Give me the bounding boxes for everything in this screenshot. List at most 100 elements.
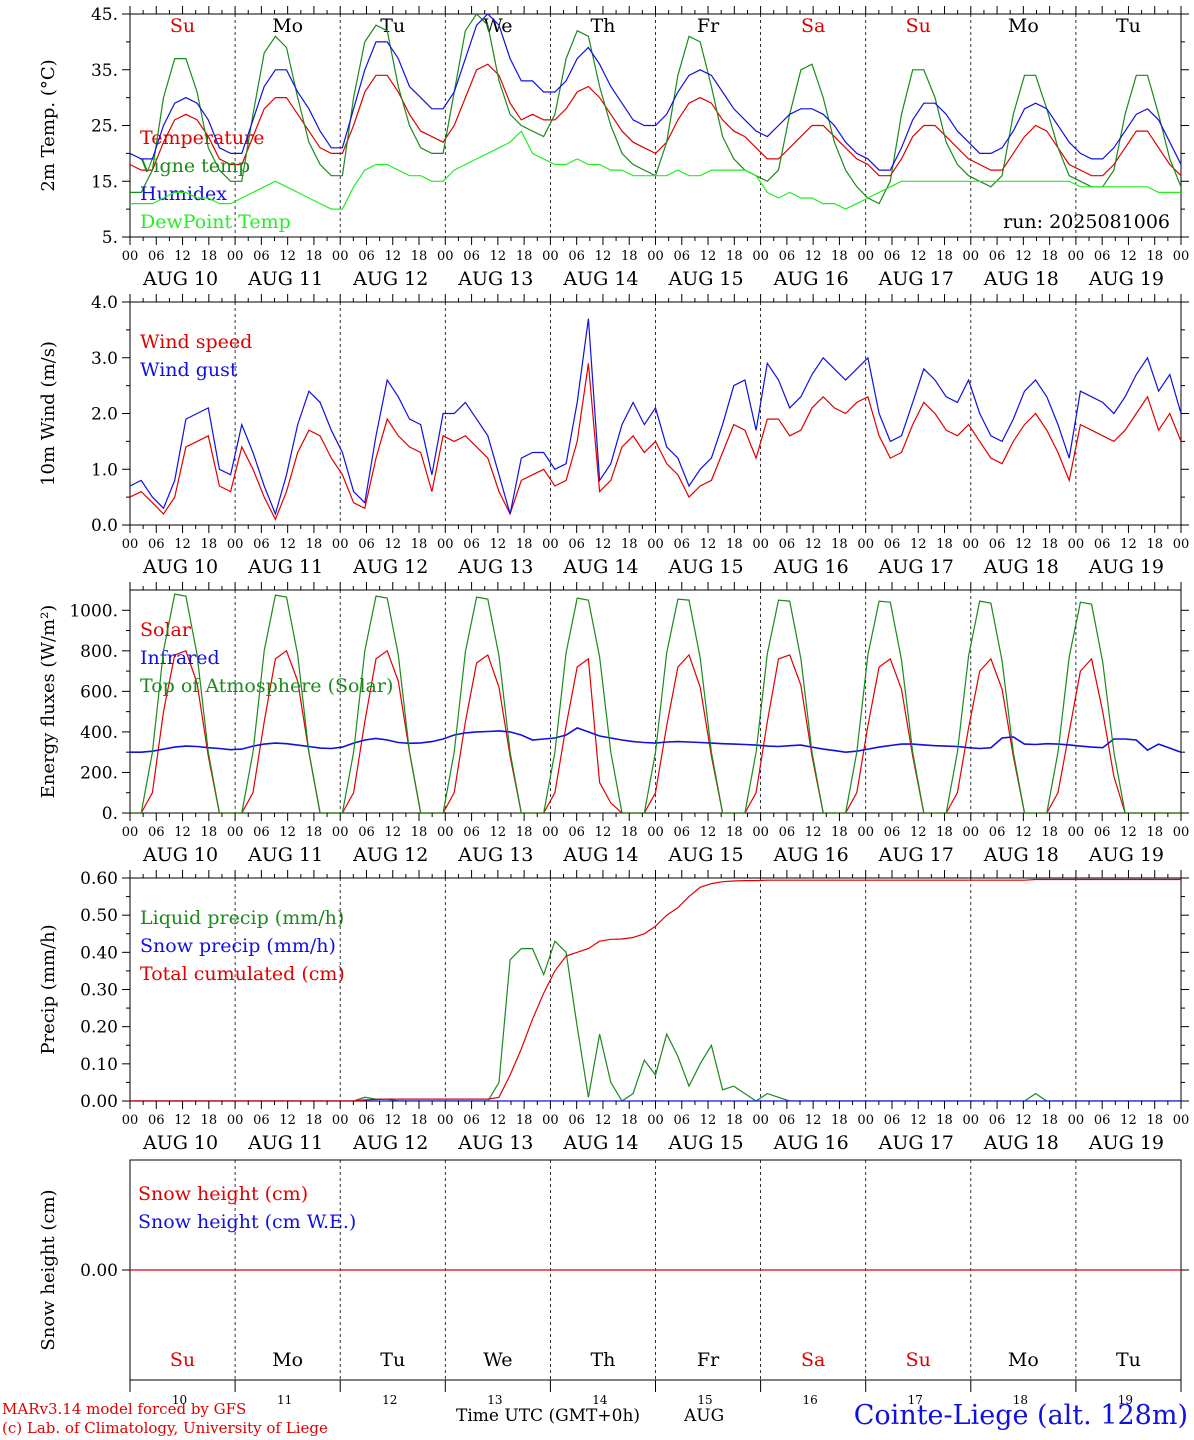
wind-hour-label: 06 <box>463 537 480 552</box>
wind-date-label: AUG 14 <box>562 556 638 578</box>
temperature-hour-label: 12 <box>1120 249 1137 264</box>
wind-date-label: AUG 17 <box>878 556 954 578</box>
energy-hour-label: 00 <box>542 825 559 840</box>
temperature-weekday-label: Tu <box>380 15 405 37</box>
precip-date-label: AUG 12 <box>352 1132 428 1154</box>
energy-panel: 0. 200. 400. 600. 800. 1000. Energy fluxes (W/… <box>38 582 1189 866</box>
energy-hour-label: 18 <box>306 825 323 840</box>
temperature-hour-label: 12 <box>700 249 717 264</box>
precip-hour-label: 12 <box>805 1113 822 1128</box>
energy-hour-label: 18 <box>201 825 218 840</box>
temperature-series-dewpoint-temp <box>130 130 1181 210</box>
wind-hour-label: 06 <box>989 537 1006 552</box>
precip-hour-label: 12 <box>700 1113 717 1128</box>
temperature-hour-label: 00 <box>963 249 980 264</box>
temperature-hour-label: 18 <box>516 249 533 264</box>
snow-weekday-label: Mo <box>272 1349 303 1371</box>
precip-hour-label: 18 <box>936 1113 953 1128</box>
wind-series-wind-gust <box>130 318 1181 516</box>
precip-panel: 0.00 0.10 0.20 0.30 0.40 0.50 0.60 Precip (mm/h… <box>38 869 1189 1154</box>
precip-legend-entry: Total cumulated (cm) <box>140 963 345 985</box>
energy-hour-label: 06 <box>674 825 691 840</box>
precip-hour-label: 00 <box>1068 1113 1085 1128</box>
temperature-hour-label: 18 <box>726 249 743 264</box>
precip-hour-label: 00 <box>437 1113 454 1128</box>
wind-ytick-label: 1.0 <box>91 460 118 480</box>
temperature-hour-label: 00 <box>227 249 244 264</box>
wind-date-label: AUG 10 <box>142 556 218 578</box>
temperature-hour-label: 00 <box>1068 249 1085 264</box>
wind-hour-label: 00 <box>437 537 454 552</box>
energy-ytick-label: 200. <box>80 763 118 783</box>
energy-legend-entry: Top of Atmosphere (Solar) <box>140 675 393 697</box>
precip-hour-label: 18 <box>621 1113 638 1128</box>
wind-legend-entry: Wind speed <box>140 331 252 353</box>
temperature-hour-label: 18 <box>1041 249 1058 264</box>
temperature-hour-label: 12 <box>384 249 401 264</box>
wind-hour-label: 00 <box>332 537 349 552</box>
temperature-hour-label: 00 <box>332 249 349 264</box>
wind-date-label: AUG 18 <box>983 556 1059 578</box>
temperature-hour-label: 12 <box>1015 249 1032 264</box>
wind-ytick-label: 0.0 <box>91 516 118 536</box>
snow-day-number: 18 <box>1013 1393 1028 1407</box>
temperature-hour-label: 00 <box>542 249 559 264</box>
precip-hour-label: 12 <box>384 1113 401 1128</box>
snow-day-number: 13 <box>487 1393 502 1407</box>
energy-legend-entry: Solar <box>140 619 192 641</box>
precip-ytick-label: 0.00 <box>80 1092 118 1112</box>
precip-hour-label: 12 <box>1015 1113 1032 1128</box>
energy-hour-label: 00 <box>857 825 874 840</box>
temperature-date-label: AUG 18 <box>983 268 1059 290</box>
energy-hour-label: 18 <box>1041 825 1058 840</box>
wind-hour-label: 00 <box>1173 537 1190 552</box>
energy-series-infrared <box>130 727 1181 754</box>
precip-hour-label: 00 <box>752 1113 769 1128</box>
precip-hour-label: 18 <box>411 1113 428 1128</box>
wind-hour-label: 18 <box>726 537 743 552</box>
precip-hour-label: 18 <box>831 1113 848 1128</box>
temperature-legend-entry: Vigne temp <box>139 155 250 177</box>
snow-weekday-label: Sa <box>801 1349 825 1371</box>
precip-date-label: AUG 10 <box>142 1132 218 1154</box>
snow-ytick-label: 0.00 <box>80 1261 118 1281</box>
precip-hour-label: 12 <box>595 1113 612 1128</box>
energy-ytick-label: 1000. <box>69 601 118 621</box>
temperature-panel: 5. 15. 25. 35. 45. 2m Temp. (°C) 00 06 12 18 AUG 1… <box>38 5 1189 290</box>
wind-hour-label: 12 <box>384 537 401 552</box>
temperature-hour-label: 18 <box>201 249 218 264</box>
snow-weekday-label: Mo <box>1008 1349 1039 1371</box>
energy-date-label: AUG 14 <box>562 844 638 866</box>
temperature-hour-label: 06 <box>568 249 585 264</box>
snow-legend-entry: Snow height (cm W.E.) <box>138 1211 356 1233</box>
energy-hour-label: 12 <box>1015 825 1032 840</box>
snow-day-number: 19 <box>1118 1393 1133 1407</box>
wind-hour-label: 00 <box>542 537 559 552</box>
energy-hour-label: 12 <box>700 825 717 840</box>
snow-legend-entry: Snow height (cm) <box>138 1183 308 1205</box>
temperature-date-label: AUG 19 <box>1088 268 1164 290</box>
temperature-ytick-label: 45. <box>91 5 118 25</box>
energy-hour-label: 06 <box>779 825 796 840</box>
wind-date-label: AUG 11 <box>247 556 323 578</box>
energy-date-label: AUG 15 <box>667 844 743 866</box>
precip-hour-label: 18 <box>1041 1113 1058 1128</box>
wind-hour-label: 00 <box>122 537 139 552</box>
wind-hour-label: 12 <box>279 537 296 552</box>
energy-date-label: AUG 17 <box>878 844 954 866</box>
temperature-date-label: AUG 10 <box>142 268 218 290</box>
temperature-hour-label: 06 <box>358 249 375 264</box>
temperature-weekday-label: Th <box>590 15 615 37</box>
precip-series-total-cumulated-cm <box>130 878 1181 1101</box>
precip-hour-label: 12 <box>279 1113 296 1128</box>
energy-hour-label: 12 <box>279 825 296 840</box>
wind-hour-label: 00 <box>857 537 874 552</box>
wind-y-axis-title: 10m Wind (m/s) <box>38 341 59 486</box>
energy-ytick-label: 800. <box>80 642 118 662</box>
wind-frame <box>129 301 1182 526</box>
temperature-hour-label: 18 <box>831 249 848 264</box>
snow-weekday-label: Fr <box>697 1349 720 1371</box>
temperature-hour-label: 06 <box>148 249 165 264</box>
energy-series-top-of-atmosphere-solar <box>130 593 1181 813</box>
